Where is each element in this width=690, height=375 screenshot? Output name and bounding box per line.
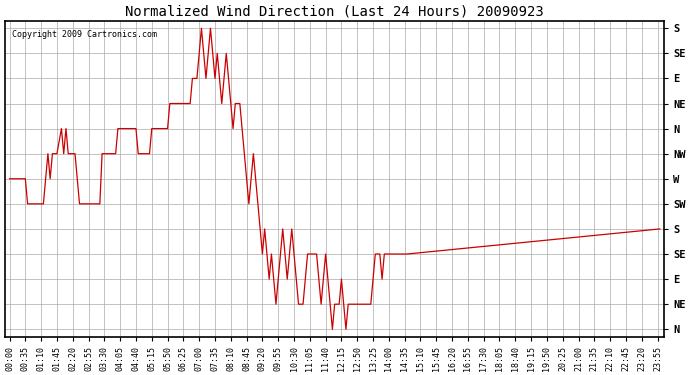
- Title: Normalized Wind Direction (Last 24 Hours) 20090923: Normalized Wind Direction (Last 24 Hours…: [126, 4, 544, 18]
- Text: Copyright 2009 Cartronics.com: Copyright 2009 Cartronics.com: [12, 30, 157, 39]
